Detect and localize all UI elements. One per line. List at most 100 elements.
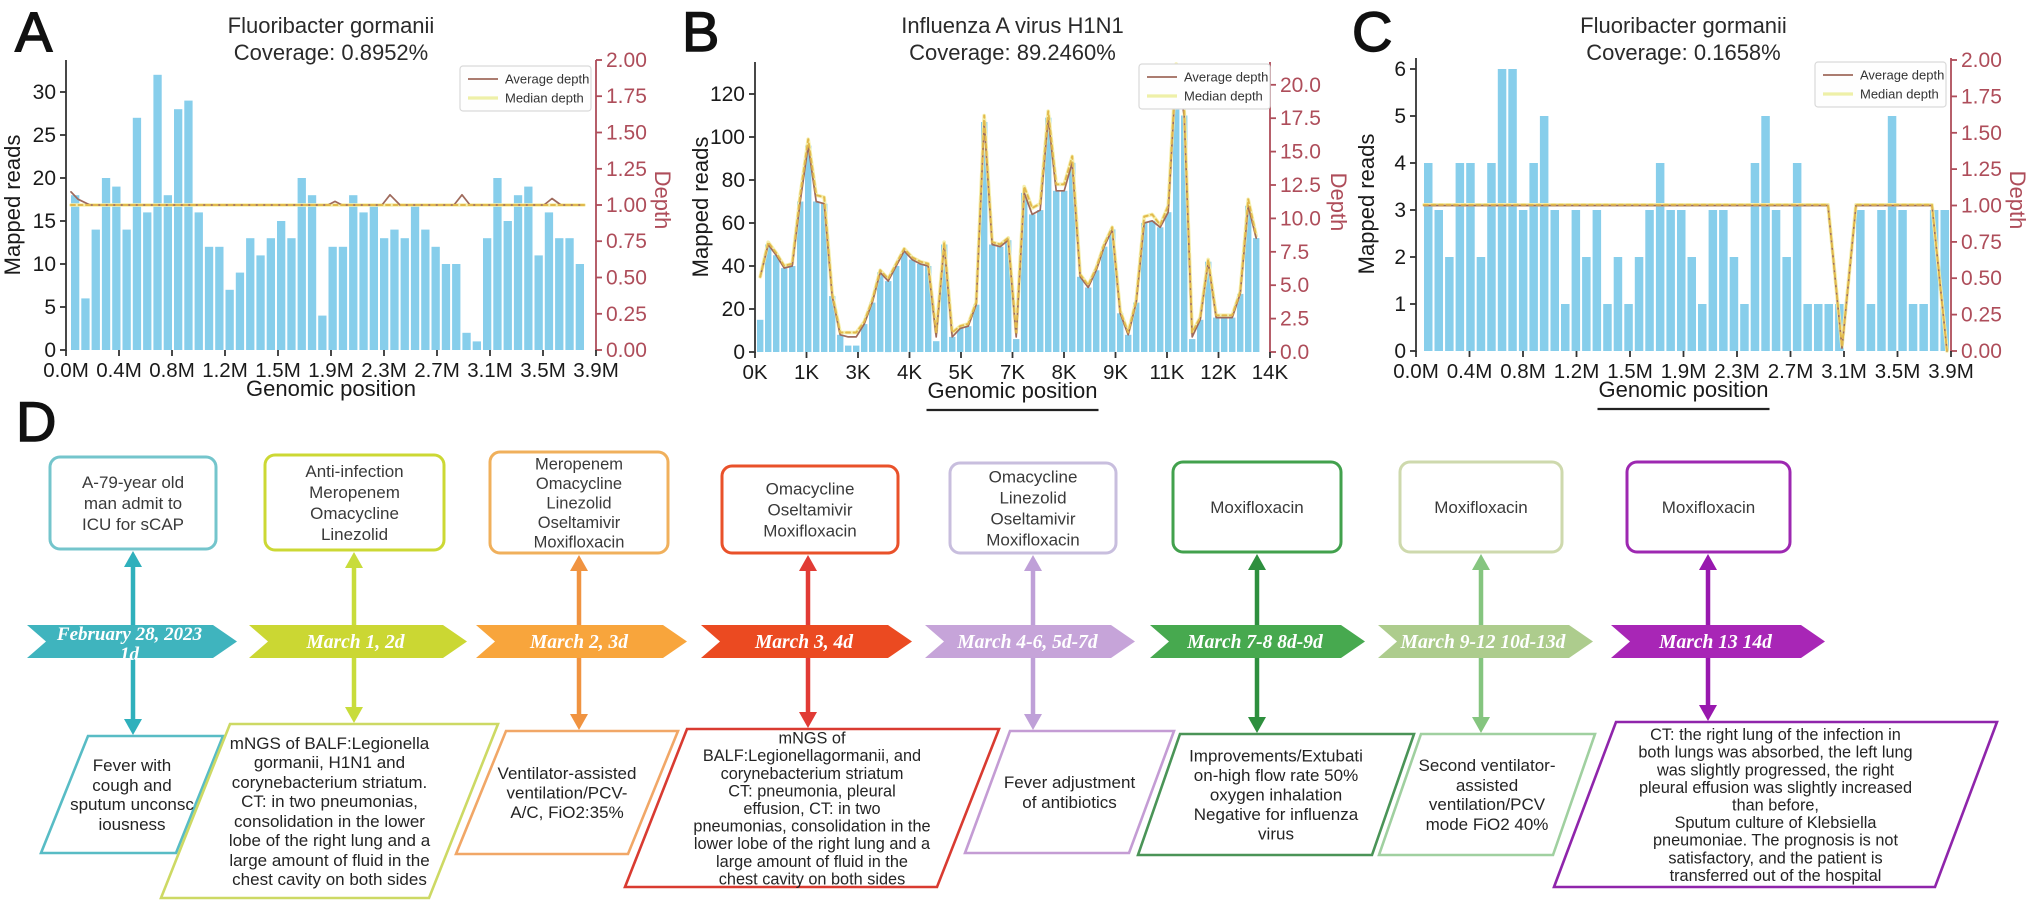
svg-text:1.00: 1.00 bbox=[606, 194, 647, 217]
svg-text:Moxifloxacin: Moxifloxacin bbox=[763, 522, 857, 541]
svg-text:0.50: 0.50 bbox=[606, 267, 647, 290]
svg-text:40: 40 bbox=[722, 255, 745, 278]
svg-text:4K: 4K bbox=[897, 361, 922, 384]
svg-text:March 13 14d: March 13 14d bbox=[1658, 632, 1772, 653]
svg-text:on-high flow rate 50%: on-high flow rate 50% bbox=[1194, 766, 1358, 785]
svg-text:Ventilator-assisted: Ventilator-assisted bbox=[498, 764, 637, 783]
svg-text:lobe of the right lung and a: lobe of the right lung and a bbox=[229, 831, 431, 850]
svg-text:1K: 1K bbox=[794, 361, 819, 384]
svg-text:Genomic position: Genomic position bbox=[1599, 377, 1769, 402]
svg-text:Genomic position: Genomic position bbox=[928, 378, 1098, 403]
svg-text:A: A bbox=[15, 0, 53, 63]
svg-text:17.5: 17.5 bbox=[1280, 107, 1321, 130]
svg-text:A-79-year old: A-79-year old bbox=[82, 473, 184, 492]
svg-text:10.0: 10.0 bbox=[1280, 207, 1321, 230]
svg-text:3: 3 bbox=[1394, 199, 1406, 222]
svg-text:mNGS of BALF:Legionella: mNGS of BALF:Legionella bbox=[230, 734, 430, 753]
svg-text:pneumonias, consolidation in t: pneumonias, consolidation in the bbox=[693, 818, 930, 836]
svg-text:20: 20 bbox=[33, 167, 56, 190]
svg-text:Depth: Depth bbox=[2005, 171, 2030, 230]
svg-text:0.4M: 0.4M bbox=[96, 359, 142, 382]
svg-text:3.9M: 3.9M bbox=[573, 359, 619, 382]
svg-text:8K: 8K bbox=[1051, 361, 1076, 384]
svg-text:Fluoribacter gormanii: Fluoribacter gormanii bbox=[228, 13, 435, 38]
svg-text:14K: 14K bbox=[1252, 361, 1289, 384]
svg-text:Fluoribacter gormanii: Fluoribacter gormanii bbox=[1580, 13, 1787, 38]
svg-text:Mapped reads: Mapped reads bbox=[1354, 134, 1379, 275]
svg-text:1.2M: 1.2M bbox=[202, 359, 248, 382]
svg-text:0.25: 0.25 bbox=[1961, 304, 2002, 327]
svg-text:Improvements/Extubati: Improvements/Extubati bbox=[1189, 747, 1363, 766]
svg-text:ventilation/PCV: ventilation/PCV bbox=[1429, 795, 1546, 814]
svg-text:0.8M: 0.8M bbox=[149, 359, 195, 382]
svg-text:2.3M: 2.3M bbox=[361, 359, 407, 382]
svg-text:Median depth: Median depth bbox=[1184, 89, 1263, 104]
svg-text:1.5M: 1.5M bbox=[255, 359, 301, 382]
svg-text:11K: 11K bbox=[1150, 361, 1185, 384]
svg-text:Oseltamivir: Oseltamivir bbox=[538, 514, 621, 532]
svg-text:2: 2 bbox=[1394, 246, 1406, 269]
svg-text:Omacycline: Omacycline bbox=[989, 468, 1078, 487]
svg-text:6: 6 bbox=[1394, 58, 1406, 81]
svg-text:Omacycline: Omacycline bbox=[536, 475, 622, 493]
svg-text:Mapped reads: Mapped reads bbox=[688, 137, 713, 278]
svg-text:0.0: 0.0 bbox=[1280, 341, 1309, 364]
svg-text:2.00: 2.00 bbox=[1961, 49, 2002, 72]
svg-text:20: 20 bbox=[722, 298, 745, 321]
svg-text:3.1M: 3.1M bbox=[467, 359, 513, 382]
svg-text:1.75: 1.75 bbox=[1961, 85, 2002, 108]
svg-text:oxygen inhalation: oxygen inhalation bbox=[1210, 786, 1342, 805]
svg-text:Coverage: 89.2460%: Coverage: 89.2460% bbox=[909, 40, 1116, 65]
svg-text:lower lobe of the right lung a: lower lobe of the right lung and a bbox=[694, 835, 931, 853]
svg-text:Fever with: Fever with bbox=[93, 756, 171, 775]
svg-text:2.3M: 2.3M bbox=[1714, 360, 1760, 383]
svg-text:Moxifloxacin: Moxifloxacin bbox=[1434, 498, 1528, 517]
svg-text:Negative for influenza: Negative for influenza bbox=[1194, 805, 1359, 824]
svg-text:2.5: 2.5 bbox=[1280, 308, 1309, 331]
svg-text:30: 30 bbox=[33, 81, 56, 104]
svg-text:BALF:Legionellagormanii, and: BALF:Legionellagormanii, and bbox=[703, 747, 921, 765]
svg-text:0.0M: 0.0M bbox=[43, 359, 89, 382]
svg-text:Oseltamivir: Oseltamivir bbox=[990, 510, 1075, 529]
svg-text:Meropenem: Meropenem bbox=[309, 483, 400, 502]
svg-text:Coverage: 0.1658%: Coverage: 0.1658% bbox=[1586, 40, 1780, 65]
svg-text:Anti-infection: Anti-infection bbox=[305, 462, 403, 481]
svg-text:2.7M: 2.7M bbox=[1768, 360, 1814, 383]
svg-text:Mapped reads: Mapped reads bbox=[0, 135, 25, 276]
svg-text:3.5M: 3.5M bbox=[520, 359, 566, 382]
svg-text:120: 120 bbox=[710, 83, 745, 106]
svg-text:1.50: 1.50 bbox=[1961, 122, 2002, 145]
svg-text:corynebacterium striatum.: corynebacterium striatum. bbox=[232, 773, 428, 792]
svg-text:Sputum culture of Klebsiella: Sputum culture of Klebsiella bbox=[1675, 814, 1878, 832]
svg-text:Moxifloxacin: Moxifloxacin bbox=[1662, 498, 1756, 517]
svg-text:Median depth: Median depth bbox=[1860, 87, 1939, 102]
svg-text:0.75: 0.75 bbox=[1961, 231, 2002, 254]
svg-text:Linezolid: Linezolid bbox=[321, 525, 388, 544]
svg-text:CT: the right lung of the infe: CT: the right lung of the infection in bbox=[1650, 726, 1901, 744]
svg-text:100: 100 bbox=[710, 126, 745, 149]
svg-text:7.5: 7.5 bbox=[1280, 241, 1309, 264]
svg-text:satisfactory, and the patient: satisfactory, and the patient is bbox=[1668, 849, 1882, 867]
svg-text:3K: 3K bbox=[845, 361, 870, 384]
svg-text:Depth: Depth bbox=[1326, 173, 1351, 232]
svg-text:ICU for sCAP: ICU for sCAP bbox=[82, 515, 184, 534]
svg-text:0.00: 0.00 bbox=[606, 339, 647, 362]
svg-text:60: 60 bbox=[722, 212, 745, 235]
svg-text:9K: 9K bbox=[1103, 361, 1128, 384]
svg-text:effusion, CT: in two: effusion, CT: in two bbox=[743, 800, 880, 818]
svg-text:1.25: 1.25 bbox=[606, 158, 647, 181]
svg-text:D: D bbox=[16, 390, 56, 453]
svg-text:pneumoniae. The prognosis is n: pneumoniae. The prognosis is not bbox=[1653, 832, 1898, 850]
svg-text:March 4-6, 5d-7d: March 4-6, 5d-7d bbox=[956, 632, 1098, 653]
svg-text:pleural effusion was slightly: pleural effusion was slightly increased bbox=[1639, 779, 1912, 797]
svg-text:Median depth: Median depth bbox=[505, 91, 584, 106]
svg-text:Moxifloxacin: Moxifloxacin bbox=[986, 531, 1080, 550]
svg-text:2.7M: 2.7M bbox=[414, 359, 460, 382]
svg-text:February 28, 2023: February 28, 2023 bbox=[56, 624, 202, 645]
svg-text:25: 25 bbox=[33, 124, 56, 147]
svg-text:Genomic position: Genomic position bbox=[246, 376, 416, 401]
svg-text:0.0M: 0.0M bbox=[1393, 360, 1439, 383]
svg-text:1.00: 1.00 bbox=[1961, 195, 2002, 218]
svg-text:virus: virus bbox=[1258, 825, 1294, 844]
svg-text:3.9M: 3.9M bbox=[1928, 360, 1974, 383]
